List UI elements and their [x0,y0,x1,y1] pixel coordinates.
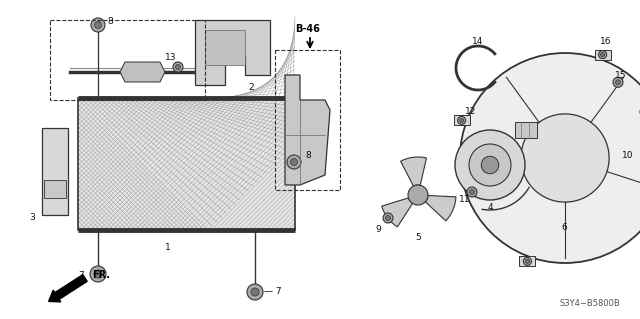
Circle shape [95,21,102,28]
Circle shape [175,64,180,70]
FancyArrow shape [49,275,87,302]
Circle shape [385,216,390,220]
Text: 12: 12 [465,108,476,116]
Text: 10: 10 [622,151,634,160]
Circle shape [291,159,298,166]
Circle shape [408,185,428,205]
Polygon shape [195,20,270,85]
Circle shape [525,259,529,263]
Bar [205,30,245,65]
Polygon shape [401,157,426,186]
Text: FR.: FR. [92,270,110,280]
Circle shape [460,53,640,263]
Circle shape [91,18,105,32]
Text: 8: 8 [305,151,311,160]
Bar [515,122,537,138]
Circle shape [470,189,474,195]
Bar [78,98,295,230]
Circle shape [616,80,621,85]
Text: 8: 8 [107,18,113,26]
Text: 1: 1 [165,243,171,253]
Circle shape [598,51,607,59]
Text: 13: 13 [165,54,177,63]
Bar [42,128,68,215]
Text: 11: 11 [459,196,470,204]
Polygon shape [285,75,330,185]
Circle shape [469,144,511,186]
Text: B-46: B-46 [295,24,320,34]
Text: 7: 7 [78,271,84,280]
Bar [520,256,536,266]
Text: 9: 9 [375,226,381,234]
Circle shape [247,284,263,300]
Circle shape [600,53,605,57]
Text: 6: 6 [561,224,567,233]
Circle shape [90,266,106,282]
Text: 3: 3 [29,213,35,222]
Circle shape [94,270,102,278]
Text: — 7: — 7 [264,287,282,296]
Text: S3Y4−B5800B: S3Y4−B5800B [559,300,620,308]
Circle shape [613,77,623,87]
Bar [454,115,470,125]
Bar [595,50,611,60]
Circle shape [460,118,463,122]
Bar [44,180,66,198]
Circle shape [251,288,259,296]
Circle shape [458,116,466,124]
Polygon shape [426,196,456,221]
Circle shape [521,114,609,202]
Text: 16: 16 [600,38,611,47]
Circle shape [173,62,183,72]
Text: 2: 2 [248,84,253,93]
Text: 5: 5 [415,234,421,242]
Bar [275,50,340,190]
Circle shape [481,156,499,174]
Bar [50,20,205,100]
Polygon shape [381,198,413,227]
Circle shape [287,155,301,169]
Circle shape [383,213,393,223]
Circle shape [455,130,525,200]
Text: 15: 15 [615,70,627,79]
Circle shape [524,257,531,265]
Text: 14: 14 [472,38,484,47]
Circle shape [467,187,477,197]
Text: 4: 4 [487,204,493,212]
Polygon shape [120,62,165,82]
Bar [78,98,295,230]
